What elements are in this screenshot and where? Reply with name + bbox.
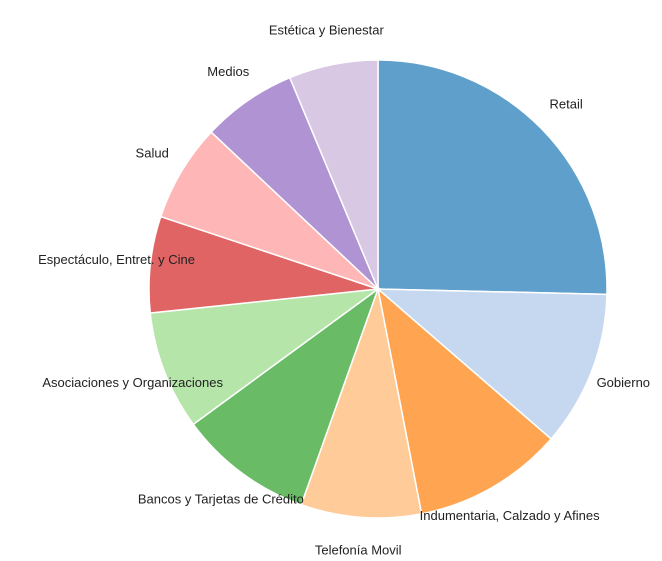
slice-label: Espectáculo, Entret. y Cine <box>38 252 195 267</box>
slice-label: Estética y Bienestar <box>269 23 385 38</box>
slice-label: Gobierno <box>597 375 650 390</box>
slice-label: Indumentaria, Calzado y Afines <box>420 508 600 523</box>
pie-slice <box>376 287 553 515</box>
slice-label: Telefonía Movil <box>315 543 402 558</box>
pie-slice <box>300 286 423 519</box>
slice-label: Retail <box>550 97 583 112</box>
pie-slice <box>149 287 381 426</box>
pie-slice <box>192 286 380 506</box>
slice-label: Bancos y Tarjetas de Crédito <box>138 491 304 506</box>
slice-label: Salud <box>136 146 169 161</box>
slice-label: Asociaciones y Organizaciones <box>42 375 223 390</box>
pie-slice <box>375 288 608 441</box>
pie-slice <box>377 59 608 296</box>
slice-label: Medios <box>207 64 249 79</box>
pie-slice <box>288 59 379 290</box>
